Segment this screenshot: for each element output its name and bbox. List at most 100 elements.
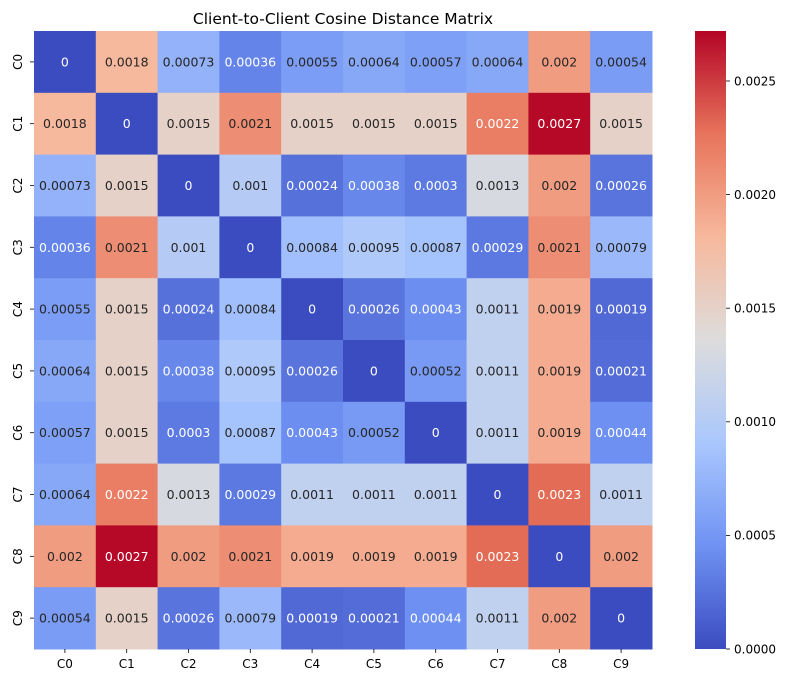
heatmap-cell-C9-C9 [590,587,653,650]
heatmap-cell-C1-C3 [219,92,282,156]
cell-value-label: 0.00026 [348,302,400,317]
cell-value-label: 0.001 [232,178,268,193]
heatmap-cell-C5-C3 [219,340,282,403]
cell-value-label: 0.00026 [163,611,215,626]
heatmap-cell-C7-C4 [281,463,344,526]
heatmap-cell-C8-C1 [95,525,159,588]
cell-value-label: 0.00073 [163,54,215,69]
heatmap-cell-C5-C6 [404,340,468,403]
heatmap-cell-labels: 0 0.0018 0.00073 0.00036 0.00055 0.00064 0.000… [39,54,647,625]
heatmap-cell-C7-C2 [157,463,220,526]
heatmap-cell-C8-C7 [466,525,529,588]
cell-value-label: 0.0013 [476,178,520,193]
cell-value-label: 0.00054 [39,611,91,626]
y-tick-label: C6 [11,425,25,441]
x-tick-label: C7 [489,657,505,671]
cell-value-label: 0.00021 [348,611,400,626]
cell-value-label: 0.00055 [39,302,91,317]
cell-value-label: 0.00019 [286,611,338,626]
heatmap-cell-C9-C2 [157,587,220,650]
x-tick-label: C0 [57,657,73,671]
y-tick-label: C2 [11,177,25,193]
cell-value-label: 0 [185,178,193,193]
cell-value-label: 0 [555,549,563,564]
cell-value-label: 0.0027 [537,116,581,131]
cell-value-label: 0.0015 [290,116,334,131]
cell-value-label: 0 [370,363,378,378]
heatmap-cell-C8-C0 [34,525,97,588]
x-tick-label: C4 [304,657,320,671]
cell-value-label: 0.00019 [595,302,647,317]
x-axis: C0 C1 C2 C3 C4 C5 C6 C7 C8 C9 [57,649,629,671]
cell-value-label: 0.0018 [105,54,149,69]
heatmap-cell-C7-C9 [590,463,653,526]
y-tick-label: C0 [11,54,25,70]
heatmap-cell-C0-C8 [528,31,591,94]
heatmap-cell-C5-C0 [34,340,97,403]
heatmap-cell-C0-C0 [34,31,97,94]
cell-value-label: 0.0019 [290,549,334,564]
heatmap-cell-C0-C1 [95,31,159,94]
y-tick-label: C1 [11,116,25,132]
heatmap-cell-C4-C8 [528,278,591,341]
colorbar-tick-label: 0.0010 [734,415,776,429]
cell-value-label: 0.0019 [352,549,396,564]
chart-title: Client-to-Client Cosine Distance Matrix [193,10,493,28]
cell-value-label: 0.00073 [39,178,91,193]
cell-value-label: 0.0011 [599,487,643,502]
y-axis: C0 C1 C2 C3 C4 C5 C6 C7 C8 C9 [11,54,34,626]
cell-value-label: 0.00029 [472,240,524,255]
heatmap-cell-C5-C7 [466,340,529,403]
colorbar-tick-label: 0.0000 [734,642,776,656]
heatmap-cell-C6-C7 [466,401,529,465]
heatmap-cell-C9-C7 [466,587,529,650]
cell-value-label: 0.0011 [476,363,520,378]
cell-value-label: 0 [617,611,625,626]
y-tick-label: C5 [11,363,25,379]
cell-value-label: 0 [123,116,131,131]
cell-value-label: 0.002 [541,178,577,193]
heatmap-cell-C1-C8 [528,92,591,156]
heatmap-cell-C2-C4 [281,154,344,217]
heatmap-cell-C2-C7 [466,154,529,217]
cell-value-label: 0.0015 [105,302,149,317]
heatmap-cell-C6-C3 [219,401,282,465]
heatmap-cell-C2-C0 [34,154,97,217]
cell-value-label: 0.002 [603,549,639,564]
cell-value-label: 0.00057 [39,425,91,440]
heatmap-cell-C4-C1 [95,278,159,341]
heatmap-cell-C3-C7 [466,216,529,279]
heatmap-cell-C3-C4 [281,216,344,279]
heatmap-cell-C0-C4 [281,31,344,94]
heatmap-cell-C9-C3 [219,587,282,650]
y-tick-label: C4 [11,301,25,317]
heatmap-cell-C5-C9 [590,340,653,403]
heatmap-cell-C8-C4 [281,525,344,588]
cell-value-label: 0.0011 [414,487,458,502]
heatmap-cell-C1-C4 [281,92,344,156]
colorbar-tick-label: 0.0020 [734,188,776,202]
colorbar-gradient [695,31,726,649]
heatmap-cell-C9-C0 [34,587,97,650]
cell-value-label: 0.0022 [476,116,520,131]
heatmap-cell-C4-C0 [34,278,97,341]
cell-value-label: 0.0015 [599,116,643,131]
heatmap-cell-C6-C9 [590,401,653,465]
heatmap-cell-C2-C2 [157,154,220,217]
heatmap-cell-C1-C2 [157,92,220,156]
cell-value-label: 0.00079 [595,240,647,255]
heatmap-cell-C1-C9 [590,92,653,156]
heatmap-cell-C2-C8 [528,154,591,217]
heatmap-cell-C3-C0 [34,216,97,279]
cell-value-label: 0.0003 [414,178,458,193]
cell-value-label: 0.00064 [39,363,91,378]
heatmap-cell-C3-C1 [95,216,159,279]
heatmap-cell-C7-C1 [95,463,159,526]
cell-value-label: 0.00064 [348,54,400,69]
heatmap-cell-C6-C2 [157,401,220,465]
cell-value-label: 0.0023 [476,549,520,564]
cell-value-label: 0.00026 [286,363,338,378]
heatmap-cell-C9-C5 [343,587,406,650]
cell-value-label: 0.0018 [43,116,87,131]
